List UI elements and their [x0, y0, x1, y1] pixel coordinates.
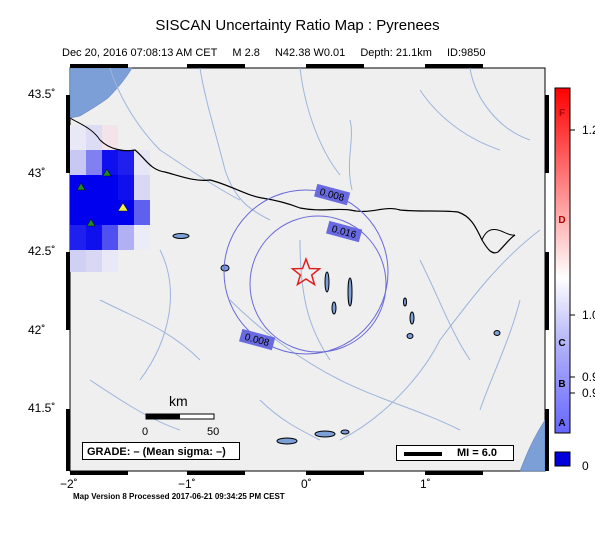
andorra-border: [481, 229, 516, 241]
sea-area-east: [519, 419, 546, 472]
grade-box: GRADE: – (Mean sigma: –): [82, 442, 240, 460]
colorbar-grade: F: [558, 108, 566, 119]
country-border: [99, 139, 516, 254]
event-datetime: Dec 20, 2016 07:08:13 AM CET: [62, 47, 218, 59]
station-triangle-icon: [102, 168, 112, 177]
lat-label: 41.5˚: [28, 401, 56, 415]
scale-bar-start: 0: [142, 426, 149, 438]
contour-inner: [249, 215, 387, 353]
lat-label: 42˚: [28, 323, 46, 337]
uncertainty-grid: [70, 125, 150, 272]
station-triangle-icon: [86, 218, 96, 227]
colorbar-value: 1.2: [582, 123, 595, 137]
station-triangle-icon: [117, 202, 129, 212]
colorbar-value: 0.9: [582, 370, 595, 384]
scale-bar: [145, 413, 215, 420]
colorbar-grade: A: [558, 418, 566, 429]
event-info: Dec 20, 2016 07:08:13 AM CET M 2.8 N42.3…: [62, 47, 498, 59]
coastline: [69, 117, 101, 141]
map-title: SISCAN Uncertainty Ratio Map : Pyrenees: [155, 17, 440, 34]
lon-label: −2˚: [60, 477, 78, 491]
sea-area: [69, 67, 133, 119]
colorbar-value: 0: [582, 459, 589, 473]
epicenter-star-icon: [290, 256, 322, 287]
lat-label: 43˚: [28, 166, 46, 180]
colorbar-value: 0.9: [582, 386, 595, 400]
mi-line: [404, 452, 442, 456]
station-triangle-icon: [76, 182, 86, 191]
colorbar-min-swatch: [554, 451, 571, 467]
map-frame-ticks: [66, 64, 549, 475]
contour-outer: [223, 189, 389, 355]
mi-text: MI = 6.0: [457, 447, 498, 459]
lon-label: −1˚: [178, 477, 196, 491]
mi-legend: MI = 6.0: [396, 445, 514, 461]
colorbar-value: 1.0: [582, 308, 595, 322]
colorbar: [554, 87, 571, 434]
colorbar-grade: D: [558, 215, 566, 226]
colorbar-grade: C: [558, 338, 566, 349]
lat-label: 42.5˚: [28, 244, 56, 258]
event-id: ID:9850: [446, 47, 486, 59]
rivers: [89, 67, 541, 441]
footer-version: Map Version 8 Processed 2017-06-21 09:34…: [73, 492, 285, 501]
scale-bar-title: km: [169, 393, 188, 409]
map-land: [69, 67, 546, 472]
scale-bar-end: 50: [207, 426, 220, 438]
event-location: N42.38 W0.01: [274, 47, 346, 59]
lat-label: 43.5˚: [28, 87, 56, 101]
lon-label: 0˚: [301, 477, 312, 491]
event-depth: Depth: 21.1km: [360, 47, 432, 59]
lon-label: 1˚: [420, 477, 431, 491]
event-magnitude: M 2.8: [232, 47, 260, 59]
colorbar-grade: B: [558, 379, 566, 390]
colorbar-ticks: [570, 129, 575, 394]
lakes: [172, 233, 501, 445]
